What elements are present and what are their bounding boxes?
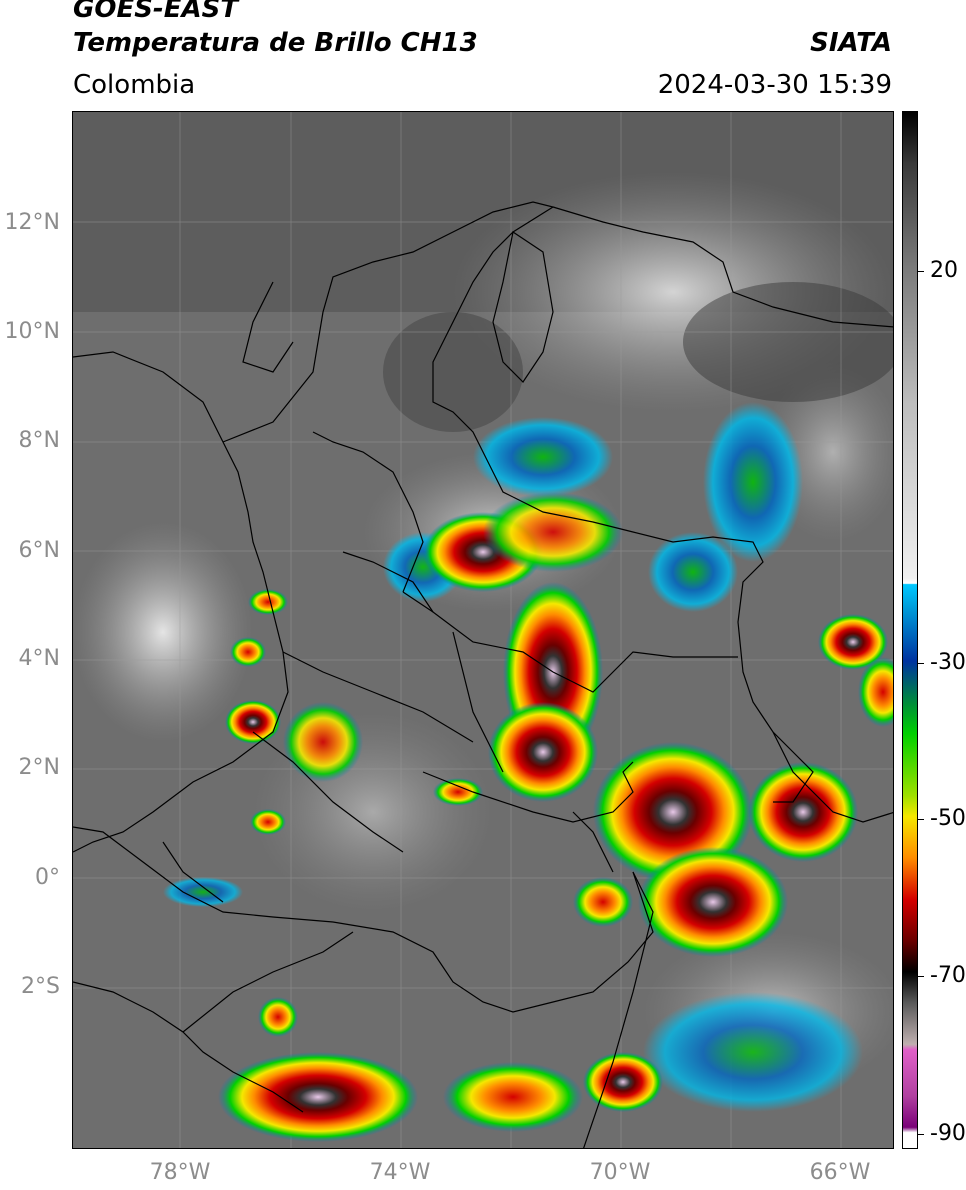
lat-label-2n: 2°N [18,755,60,780]
satellite-image [73,112,893,1148]
colorbar-label-minus90: -90 [930,1121,966,1146]
temperature-colorbar [902,111,918,1149]
colorbar-label-minus70: -70 [930,963,966,988]
colorbar-tick [918,819,924,820]
satellite-map[interactable] [72,111,894,1149]
lat-label-2s: 2°S [21,974,60,999]
lon-label-70w: 70°W [589,1160,651,1185]
agency-label: SIATA [810,28,892,58]
colorbar-tick [918,1134,924,1135]
product-title: Temperatura de Brillo CH13 [73,28,478,58]
lat-label-4n: 4°N [18,646,60,671]
lon-label-66w: 66°W [809,1160,871,1185]
colorbar-tick [918,271,924,272]
lat-label-8n: 8°N [18,428,60,453]
region-label: Colombia [73,70,196,100]
colorbar-tick [918,663,924,664]
lat-label-6n: 6°N [18,538,60,563]
colorbar-label-minus50: -50 [930,806,966,831]
colorbar-tick [918,976,924,977]
lat-label-0: 0° [35,865,60,890]
colorbar-label-20: 20 [930,258,958,283]
datetime-label: 2024-03-30 15:39 [657,70,892,100]
lon-label-74w: 74°W [369,1160,431,1185]
lon-label-78w: 78°W [149,1160,211,1185]
lat-label-12n: 12°N [4,210,60,235]
colorbar-label-minus30: -30 [930,650,966,675]
lat-label-10n: 10°N [4,319,60,344]
satellite-title: GOES-EAST [73,0,239,24]
